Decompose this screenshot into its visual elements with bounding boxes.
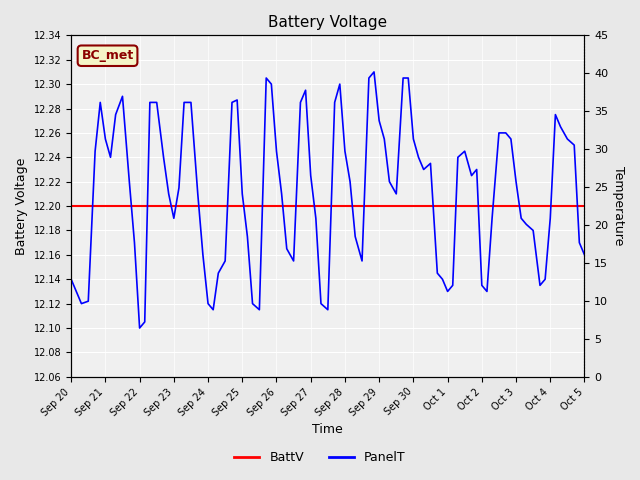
Y-axis label: Temperature: Temperature <box>612 167 625 246</box>
Text: BC_met: BC_met <box>81 49 134 62</box>
Y-axis label: Battery Voltage: Battery Voltage <box>15 157 28 255</box>
Title: Battery Voltage: Battery Voltage <box>268 15 387 30</box>
X-axis label: Time: Time <box>312 423 343 436</box>
Legend: BattV, PanelT: BattV, PanelT <box>229 446 411 469</box>
